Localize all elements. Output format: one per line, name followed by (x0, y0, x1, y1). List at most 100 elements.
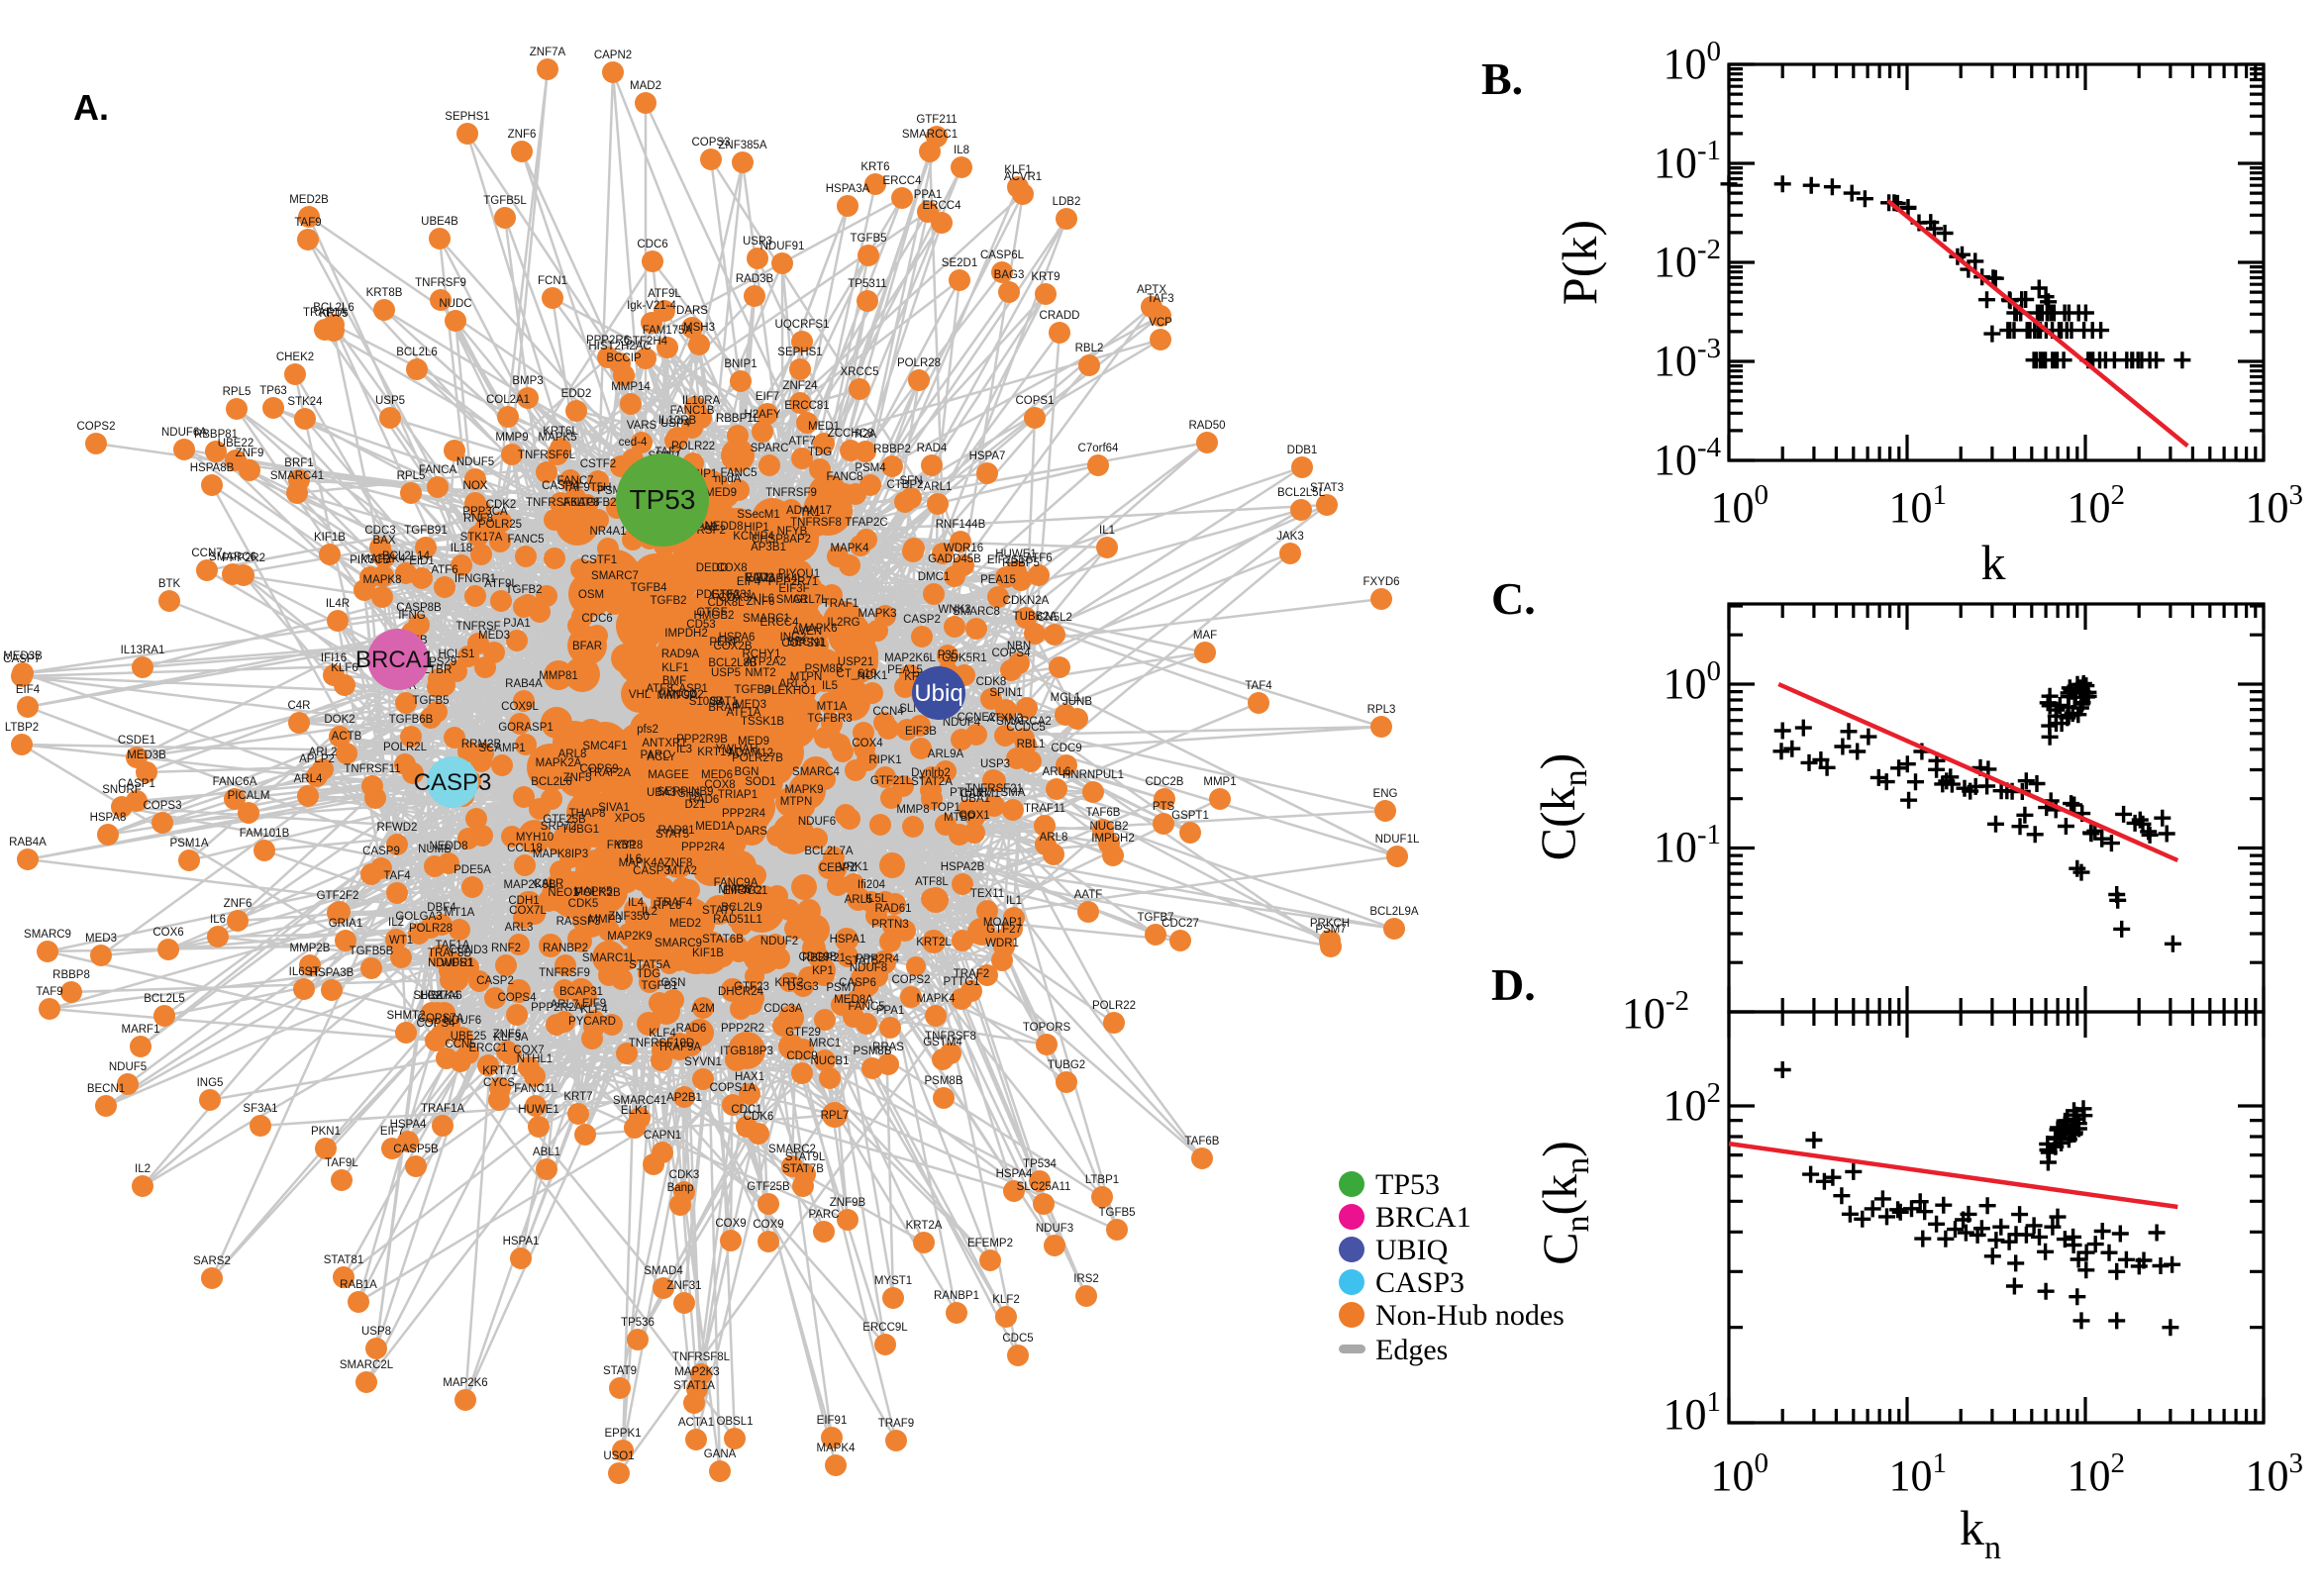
svg-text:IL4R: IL4R (326, 598, 350, 610)
svg-text:FANC5: FANC5 (848, 1001, 884, 1013)
svg-text:STAT9L: STAT9L (785, 1151, 826, 1163)
svg-text:PLEKHO1: PLEKHO1 (763, 685, 816, 697)
svg-text:GTF27: GTF27 (986, 924, 1022, 936)
svg-text:PPA1: PPA1 (876, 1005, 905, 1017)
svg-text:POLR27B: POLR27B (732, 752, 783, 764)
svg-text:TNFRSF9: TNFRSF9 (765, 487, 817, 499)
svg-text:WDR1: WDR1 (985, 938, 1019, 949)
svg-text:MAPK4: MAPK4 (817, 1443, 857, 1454)
svg-text:ING5: ING5 (197, 1077, 224, 1089)
svg-text:SH6: SH6 (678, 788, 700, 800)
svg-text:ERCC1: ERCC1 (469, 1043, 508, 1054)
svg-text:EIF7: EIF7 (380, 1126, 404, 1138)
svg-text:STAT81: STAT81 (324, 1254, 363, 1266)
svg-text:DHCR24: DHCR24 (718, 986, 764, 998)
svg-text:TEX11: TEX11 (970, 888, 1004, 900)
svg-text:MED3B: MED3B (127, 749, 166, 761)
svg-text:RNF2: RNF2 (491, 943, 521, 954)
svg-text:MED3: MED3 (478, 630, 510, 642)
svg-text:S100B: S100B (689, 696, 724, 708)
svg-text:MARF1: MARF1 (122, 1024, 160, 1036)
svg-text:VHL: VHL (629, 689, 652, 701)
svg-text:KRT9: KRT9 (1031, 271, 1060, 283)
svg-text:MYH10: MYH10 (516, 832, 554, 844)
svg-text:ERCC9L: ERCC9L (862, 1322, 908, 1334)
svg-text:RAD61: RAD61 (874, 903, 911, 915)
svg-text:CASP7: CASP7 (3, 653, 41, 665)
svg-text:CASP5B: CASP5B (393, 1144, 439, 1155)
svg-text:Ubiq: Ubiq (914, 680, 962, 707)
svg-text:COPS1: COPS1 (1016, 395, 1055, 407)
svg-text:RASSF3: RASSF3 (556, 916, 601, 928)
svg-text:COX2B: COX2B (714, 641, 753, 652)
svg-text:FANC1B: FANC1B (670, 405, 715, 417)
svg-text:COX6: COX6 (152, 927, 183, 939)
svg-text:TGFB5: TGFB5 (850, 233, 886, 245)
svg-text:TGFB2: TGFB2 (505, 584, 542, 596)
svg-text:STK24: STK24 (287, 396, 323, 408)
svg-text:TRAF8B: TRAF8B (428, 948, 471, 959)
svg-text:CASP2: CASP2 (476, 975, 514, 987)
svg-text:MAPK4A: MAPK4A (619, 857, 665, 869)
svg-text:PPP2R2: PPP2R2 (721, 1023, 764, 1035)
svg-text:FANCA: FANCA (419, 464, 457, 476)
svg-text:CSDE1: CSDE1 (118, 735, 155, 747)
svg-text:KRT7: KRT7 (563, 1091, 592, 1103)
svg-text:C(kn): C(kn) (1530, 753, 1594, 861)
svg-text:EIF3F: EIF3F (778, 583, 809, 595)
svg-text:ANTXR1: ANTXR1 (642, 738, 686, 749)
svg-text:Dynlrb2: Dynlrb2 (911, 767, 951, 779)
svg-text:CCN7: CCN7 (191, 548, 222, 559)
svg-text:SMARC2L: SMARC2L (340, 1359, 394, 1371)
svg-text:EIF4: EIF4 (16, 684, 41, 696)
svg-text:B.: B. (1481, 53, 1523, 104)
svg-text:NFYB: NFYB (777, 526, 808, 538)
svg-text:MED8A: MED8A (834, 994, 873, 1006)
svg-text:NUCB2: NUCB2 (1090, 821, 1129, 833)
svg-text:ZNF9B: ZNF9B (830, 1197, 866, 1209)
svg-text:CAPN2: CAPN2 (594, 50, 632, 61)
svg-text:RPL7: RPL7 (821, 1110, 850, 1122)
svg-text:ATXN3: ATXN3 (987, 713, 1023, 725)
svg-text:HUWE1: HUWE1 (518, 1104, 559, 1116)
svg-text:ATP2A2: ATP2A2 (745, 656, 786, 668)
svg-text:CDKN2A: CDKN2A (1003, 595, 1050, 607)
svg-text:COPS7A: COPS7A (418, 1013, 464, 1025)
svg-text:RAD81: RAD81 (657, 825, 694, 837)
svg-text:IFNG: IFNG (398, 610, 426, 622)
svg-text:CCL18: CCL18 (507, 843, 543, 854)
svg-text:KIF1B: KIF1B (692, 948, 724, 959)
svg-text:PEA15: PEA15 (887, 664, 923, 676)
svg-text:RIPK1: RIPK1 (868, 754, 901, 766)
svg-text:TDG: TDG (637, 968, 660, 980)
svg-text:ERCC4: ERCC4 (760, 617, 800, 629)
svg-text:ATF9L: ATF9L (648, 288, 681, 300)
svg-text:MED9: MED9 (738, 736, 769, 748)
svg-text:SIVA1: SIVA1 (598, 802, 630, 814)
svg-text:VARS: VARS (627, 420, 657, 432)
svg-text:PSM1A: PSM1A (170, 838, 209, 849)
svg-text:SMARCC1: SMARCC1 (902, 129, 958, 141)
svg-text:CDC6: CDC6 (637, 239, 667, 250)
svg-text:POLR22: POLR22 (1092, 1000, 1136, 1012)
svg-text:ABL1: ABL1 (533, 1147, 560, 1158)
svg-text:MAP2K6L: MAP2K6L (884, 652, 936, 664)
svg-text:MAP2K6: MAP2K6 (443, 1377, 487, 1389)
svg-text:HSPA7: HSPA7 (969, 450, 1006, 462)
svg-text:MSH3: MSH3 (683, 322, 715, 334)
svg-text:COPS9: COPS9 (580, 763, 619, 775)
svg-text:MAPK4L: MAPK4L (758, 573, 804, 585)
svg-text:EIF2: EIF2 (746, 572, 769, 584)
svg-text:YWHAH: YWHAH (716, 744, 758, 755)
svg-text:POLR25: POLR25 (478, 519, 522, 531)
svg-text:BMP3: BMP3 (512, 375, 543, 387)
svg-text:JUNB: JUNB (1062, 696, 1092, 708)
svg-text:ZNF24: ZNF24 (782, 380, 818, 392)
svg-text:Edges: Edges (1375, 1334, 1448, 1366)
svg-text:STAT6B: STAT6B (702, 934, 744, 946)
svg-text:CDK8: CDK8 (976, 676, 1007, 688)
svg-text:TAF1A: TAF1A (436, 940, 470, 951)
svg-text:TGFB4: TGFB4 (630, 582, 667, 594)
svg-text:CASP1: CASP1 (118, 778, 155, 790)
svg-text:IL5L: IL5L (865, 893, 888, 905)
